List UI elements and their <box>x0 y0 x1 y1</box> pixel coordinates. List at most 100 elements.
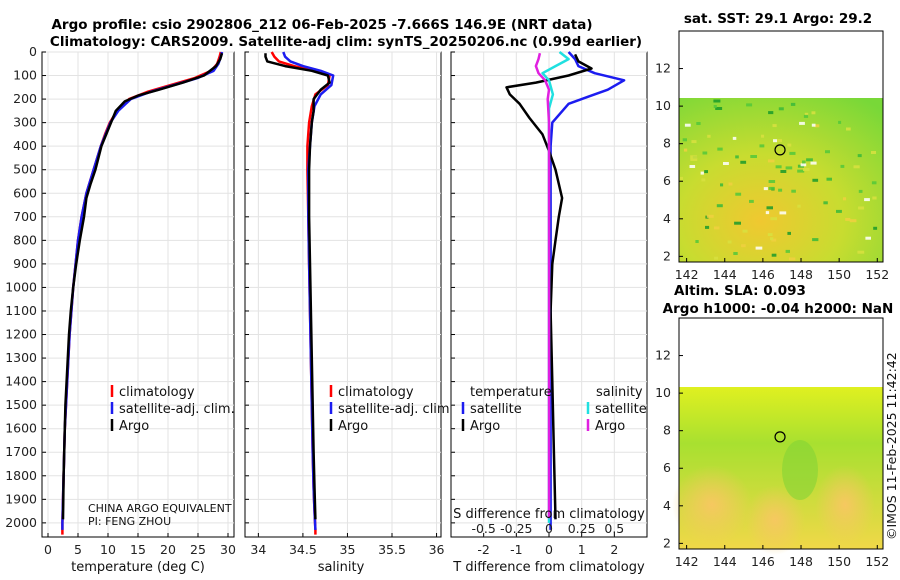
sst-speck <box>803 168 810 171</box>
sst-speck <box>800 163 807 167</box>
sst-speck <box>778 107 784 111</box>
sst-speck <box>840 164 845 168</box>
salinity-panel: 34 34.5 35 35.5 36 salinity climatology sate… <box>244 51 454 575</box>
legend-temperature-title: temperature <box>470 385 552 400</box>
ytick-label: 1400 <box>5 374 37 389</box>
sst-speck <box>777 139 782 143</box>
ytick-label: 200 <box>13 91 37 106</box>
ytick-label: 1800 <box>5 468 37 483</box>
temperature-profiles <box>61 51 224 535</box>
sla-map-anomaly-c <box>815 465 875 545</box>
sst-speck <box>766 206 773 210</box>
map-ytick-label: 6 <box>663 173 671 188</box>
sst-speck <box>761 134 765 138</box>
sst-speck <box>740 160 747 164</box>
sst-speck <box>750 155 757 158</box>
sst-speck <box>691 140 697 144</box>
sst-speck <box>845 217 851 221</box>
sst-speck <box>857 154 862 158</box>
difference-legend: temperature salinity satellite Argo sate… <box>461 385 647 434</box>
ytick-label: 1900 <box>5 491 37 506</box>
sst-speck <box>787 231 791 235</box>
figure-title-line2: Climatology: CARS2009. Satellite-adj cli… <box>50 34 642 50</box>
xtick-label: 15 <box>130 542 146 557</box>
sst-speck <box>811 111 816 115</box>
ytick-label: 1100 <box>5 303 37 318</box>
sst-speck <box>723 162 729 165</box>
sst-speck <box>700 171 704 175</box>
difference-ticks: -2 -1 0 1 2 -0.5 -0.25 0 0.25 0.5 <box>451 51 624 557</box>
sst-speck <box>773 139 777 143</box>
xtick-label: 1 <box>578 542 586 557</box>
sst-map-specks <box>680 99 878 261</box>
salinity-profiles <box>264 51 335 535</box>
sst-speck <box>873 226 878 230</box>
map-ytick-label: 2 <box>663 535 671 550</box>
legend-sal-satellite-label: satellite <box>595 402 647 417</box>
sst-speck <box>838 120 842 124</box>
sst-speck <box>701 178 706 182</box>
sst-speck <box>732 136 737 140</box>
sst-speck <box>755 246 763 250</box>
sst-speck <box>706 214 714 218</box>
series-line-argo <box>61 52 224 520</box>
sst-map-title: sat. SST: 29.1 Argo: 29.2 <box>684 11 872 27</box>
sst-speck <box>690 158 698 161</box>
sla-map-anomaly-a <box>672 465 752 545</box>
xtick-label: 10 <box>100 542 116 557</box>
sst-speck <box>799 121 805 125</box>
sla-map-panel: Altim. SLA: 0.093 Argo h1000: -0.04 h200… <box>655 283 893 569</box>
legend-satellite-label: satellite-adj. clim. <box>119 402 235 417</box>
credit-line1: CHINA ARGO EQUIVALENT <box>88 502 232 515</box>
map-xtick-label: 150 <box>827 267 851 282</box>
sst-speck <box>803 114 809 118</box>
sst-speck <box>857 250 865 254</box>
map-xtick-label: 144 <box>713 267 737 282</box>
legend-climatology-label: climatology <box>119 385 195 400</box>
map-xtick-label: 148 <box>789 554 813 569</box>
legend-salinity-title: salinity <box>596 385 643 400</box>
ytick-label: 1300 <box>5 350 37 365</box>
sst-speck <box>714 256 718 260</box>
map-ytick-label: 8 <box>663 136 671 151</box>
ytick-label: 1200 <box>5 327 37 342</box>
xtick-label: 35 <box>340 542 356 557</box>
salinity-axes <box>244 51 442 538</box>
temperature-legend: climatology satellite-adj. clim. Argo <box>110 385 235 434</box>
legend-argo-label: Argo <box>119 419 149 434</box>
sst-speck <box>811 123 816 127</box>
sst-speck <box>785 166 793 170</box>
legend-climatology-label: climatology <box>338 385 414 400</box>
sst-speck <box>705 225 710 229</box>
sst-map-axes <box>678 30 884 263</box>
xtick-label: 25 <box>190 542 206 557</box>
sst-speck <box>814 124 820 128</box>
sst-speck <box>702 151 708 155</box>
map-ytick-label: 12 <box>655 61 671 76</box>
sla-map-anomaly-b <box>745 485 805 555</box>
map-ytick-label: 2 <box>663 248 671 263</box>
sst-map-field <box>679 98 883 262</box>
sst-speck <box>707 134 711 138</box>
sst-speck <box>865 236 871 240</box>
map-xtick-label: 142 <box>675 267 699 282</box>
sst-speck <box>746 103 753 107</box>
sst-speck <box>765 211 770 215</box>
sst-speck <box>804 112 809 116</box>
sst-speck <box>767 233 773 237</box>
sst-speck <box>728 182 733 186</box>
map-xtick-label: 152 <box>865 554 889 569</box>
ytick-label: 500 <box>13 162 37 177</box>
legend-argo-label: Argo <box>338 419 368 434</box>
sst-speck <box>858 206 865 210</box>
temperature-xlabel: temperature (deg C) <box>71 560 205 575</box>
sst-speck <box>727 240 732 244</box>
sst-speck <box>733 252 738 255</box>
sst-speck <box>742 229 748 233</box>
series-line-salinity-argo <box>534 52 551 519</box>
sst-speck <box>690 155 698 159</box>
sst-argo-position-marker <box>774 144 786 156</box>
sst-speck <box>716 204 723 208</box>
sst-speck <box>836 209 842 213</box>
salinity-diff-tick-label: 0 <box>545 521 553 536</box>
